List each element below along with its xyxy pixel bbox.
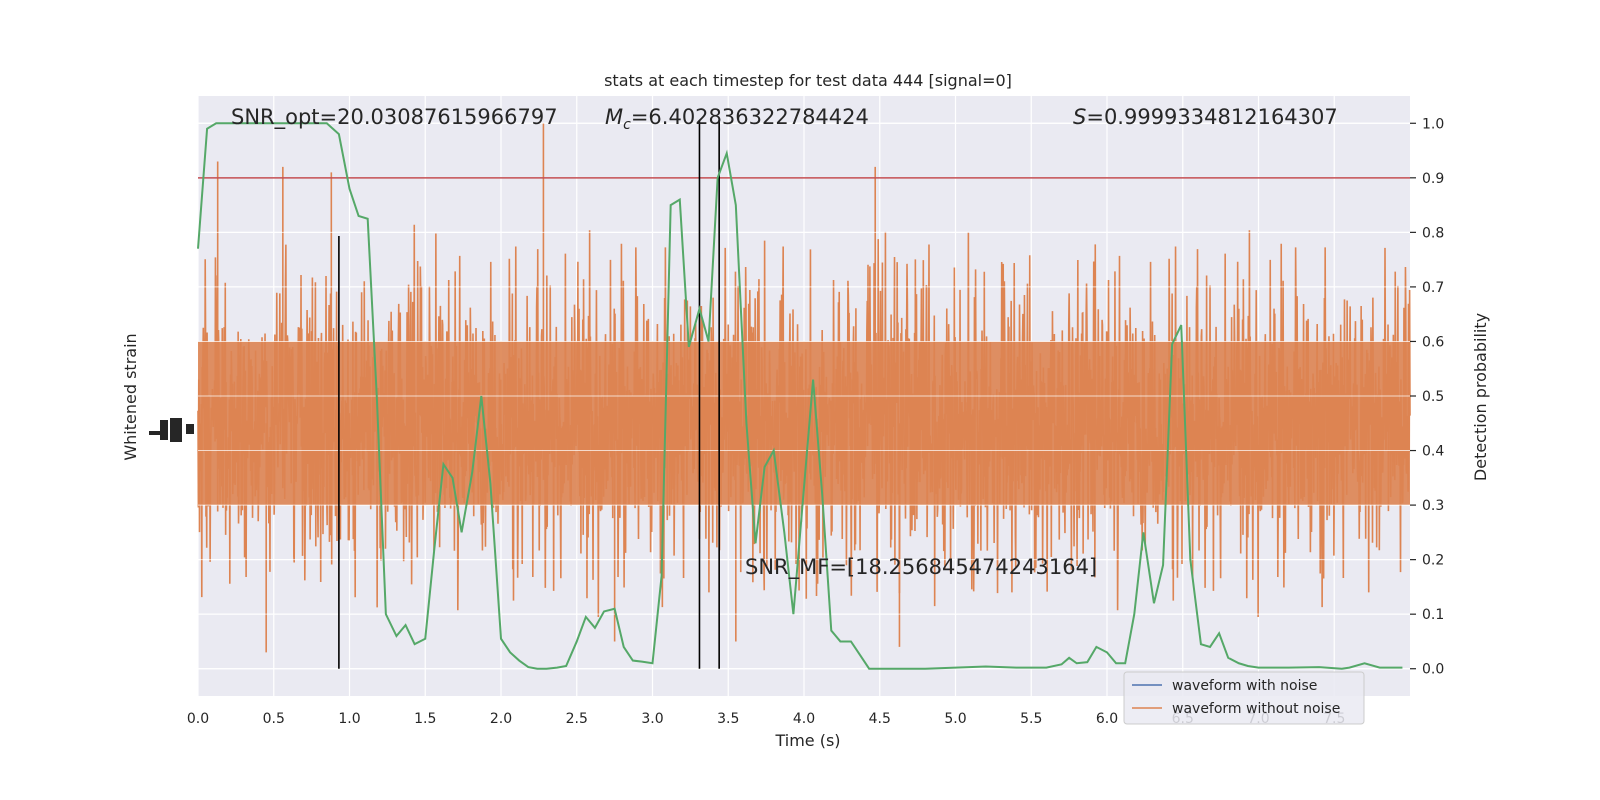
x-tick-label-1: 0.5 (263, 711, 285, 727)
vertical-marker-lines (338, 120, 720, 669)
right-y-axis-label: Detection probability (1471, 313, 1490, 481)
annotation-snr-mf: SNR_MF=[18.256845474243164] (745, 555, 1097, 580)
right-y-tick-label-5: 0.5 (1422, 389, 1444, 405)
plot-area (149, 96, 1411, 696)
right-y-axis-ticks: 0.0 0.1 0.2 0.3 0.4 0.5 0.6 0.7 0.8 0.9 1.0 (1410, 116, 1444, 678)
left-y-axis-label: Whitened strain (121, 333, 140, 460)
annotation-s: S=0.9999334812164307 (1073, 105, 1338, 129)
right-y-tick-label-3: 0.3 (1422, 498, 1444, 514)
x-tick-label-9: 4.5 (869, 711, 891, 727)
s-symbol: S (1073, 105, 1086, 129)
legend: waveform with noise waveform without noi… (1123, 671, 1365, 725)
x-tick-label-4: 2.0 (490, 711, 512, 727)
x-tick-label-3: 1.5 (414, 711, 436, 727)
detection-probability-line (197, 122, 1403, 670)
annotation-chirp-mass: Mc=6.402836322784424 (605, 105, 869, 133)
legend-label-waveform-with-noise: waveform with noise (1172, 678, 1317, 694)
chirp-mass-value: =6.402836322784424 (631, 105, 869, 129)
right-y-tick-label-10: 1.0 (1422, 116, 1444, 132)
right-y-tick-label-7: 0.7 (1422, 280, 1444, 296)
detection-probability-series (197, 122, 1403, 670)
x-tick-label-10: 5.0 (944, 711, 966, 727)
right-y-tick-label-2: 0.2 (1422, 553, 1444, 569)
annotation-snr-opt: SNR_opt=20.03087615966797 (231, 105, 558, 130)
legend-label-waveform-without-noise: waveform without noise (1172, 701, 1340, 717)
x-axis-label: Time (s) (774, 731, 840, 750)
right-y-tick-label-8: 0.8 (1422, 225, 1444, 241)
s-value: =0.9999334812164307 (1086, 105, 1337, 129)
x-tick-label-5: 2.5 (566, 711, 588, 727)
x-tick-label-6: 3.0 (641, 711, 663, 727)
x-tick-label-8: 4.0 (793, 711, 815, 727)
chirp-mass-symbol: M (605, 105, 623, 129)
legend-box (1123, 671, 1365, 725)
right-y-tick-label-4: 0.4 (1422, 444, 1444, 460)
right-y-tick-label-6: 0.6 (1422, 334, 1444, 350)
right-y-tick-label-0: 0.0 (1422, 662, 1444, 678)
chirp-mass-subscript: c (623, 117, 631, 133)
x-tick-label-12: 6.0 (1096, 711, 1118, 727)
left-y-tick-labels-overlapped (149, 418, 194, 442)
x-tick-label-2: 1.0 (338, 711, 360, 727)
x-tick-label-7: 3.5 (717, 711, 739, 727)
right-y-tick-label-9: 0.9 (1422, 171, 1444, 187)
right-y-tick-label-1: 0.1 (1422, 607, 1444, 623)
x-tick-label-11: 5.5 (1020, 711, 1042, 727)
x-tick-label-0: 0.0 (187, 711, 209, 727)
chart-title: stats at each timestep for test data 444… (604, 71, 1012, 90)
